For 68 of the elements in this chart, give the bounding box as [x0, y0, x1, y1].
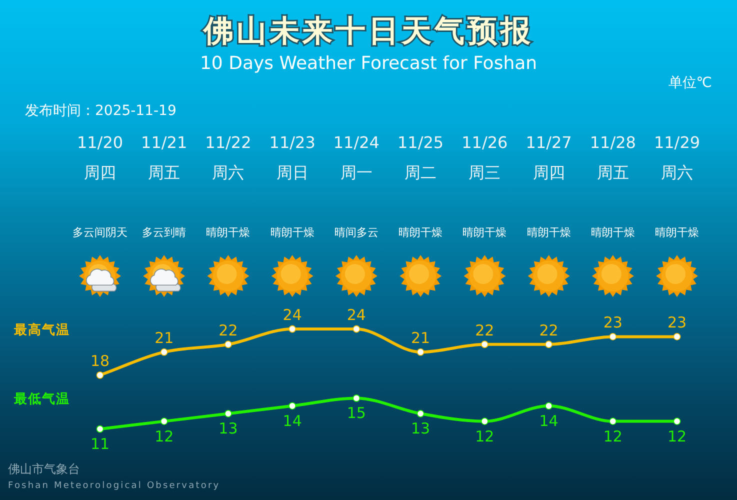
data-label: 15	[346, 404, 366, 422]
point	[288, 402, 296, 410]
data-label: 22	[539, 321, 558, 340]
point	[673, 418, 681, 426]
point	[96, 425, 104, 433]
text: 多云间阴天	[72, 226, 128, 239]
data-label: 13	[411, 420, 430, 438]
x-tick-label: 11/26 周三	[462, 133, 508, 182]
text: 多云到晴	[142, 226, 186, 239]
text: 晴朗干燥	[270, 226, 314, 239]
point	[416, 410, 424, 418]
text: 晴朗干燥	[462, 226, 507, 239]
point	[160, 418, 168, 426]
data-label: 21	[154, 329, 174, 348]
point	[480, 340, 488, 348]
data-label: 24	[346, 306, 366, 324]
text: 晴朗干燥	[526, 226, 571, 239]
x-tick-label: 11/27 周四	[526, 133, 572, 182]
text: 晴朗干燥	[655, 226, 699, 239]
point	[352, 394, 360, 402]
data-label: 22	[218, 321, 238, 340]
point	[545, 402, 552, 410]
point	[288, 325, 296, 333]
point	[224, 340, 232, 348]
point	[480, 418, 488, 426]
x-tick-label: 11/25 周二	[398, 133, 444, 182]
data-label: 18	[90, 352, 110, 370]
data-label: 24	[282, 306, 302, 324]
text: 晴朗干燥	[206, 226, 250, 239]
text: 单位℃	[668, 75, 712, 91]
point	[673, 332, 681, 340]
text: 晴间多云	[334, 226, 378, 239]
text: 发布时间：2025-11-19	[25, 103, 176, 119]
text: 晴朗干燥	[398, 226, 443, 239]
x-tick-label: 11/23 周日	[269, 133, 316, 182]
x-tick-label: 11/24 周一	[333, 133, 380, 182]
data-label: 22	[475, 321, 494, 340]
data-label: 11	[90, 435, 110, 453]
data-label: 13	[218, 420, 238, 438]
text: 最低气温	[13, 392, 70, 408]
point	[352, 325, 360, 333]
point	[609, 332, 617, 340]
data-label: 14	[282, 412, 302, 430]
x-tick-label: 11/20 周四	[76, 133, 124, 182]
chart-subtitle: 10 Days Weather Forecast for Foshan	[200, 53, 538, 74]
data-label: 21	[411, 329, 430, 348]
data-label: 12	[667, 427, 687, 446]
point	[224, 410, 232, 418]
data-label: 23	[603, 314, 622, 332]
point	[96, 371, 104, 379]
data-label: 14	[539, 412, 558, 430]
x-tick-label: 11/21 周五	[141, 133, 188, 182]
point	[545, 340, 552, 348]
point	[160, 348, 168, 356]
data-label: 12	[475, 427, 494, 446]
data-label: 12	[603, 427, 622, 446]
text: 晴朗干燥	[590, 226, 635, 239]
data-label: 12	[154, 427, 174, 446]
text: 佛山市气象台	[8, 462, 80, 476]
text: 最高气温	[13, 322, 70, 338]
text: Foshan Meteorological Observatory	[8, 481, 220, 491]
point	[609, 418, 617, 426]
chart-title: 佛山未来十日天气预报	[202, 14, 534, 49]
data-label: 23	[667, 314, 687, 332]
x-tick-label: 11/22 周六	[205, 133, 252, 182]
point	[416, 348, 424, 356]
x-tick-label: 11/28 周五	[590, 133, 636, 182]
x-tick-label: 11/29 周六	[654, 133, 700, 182]
